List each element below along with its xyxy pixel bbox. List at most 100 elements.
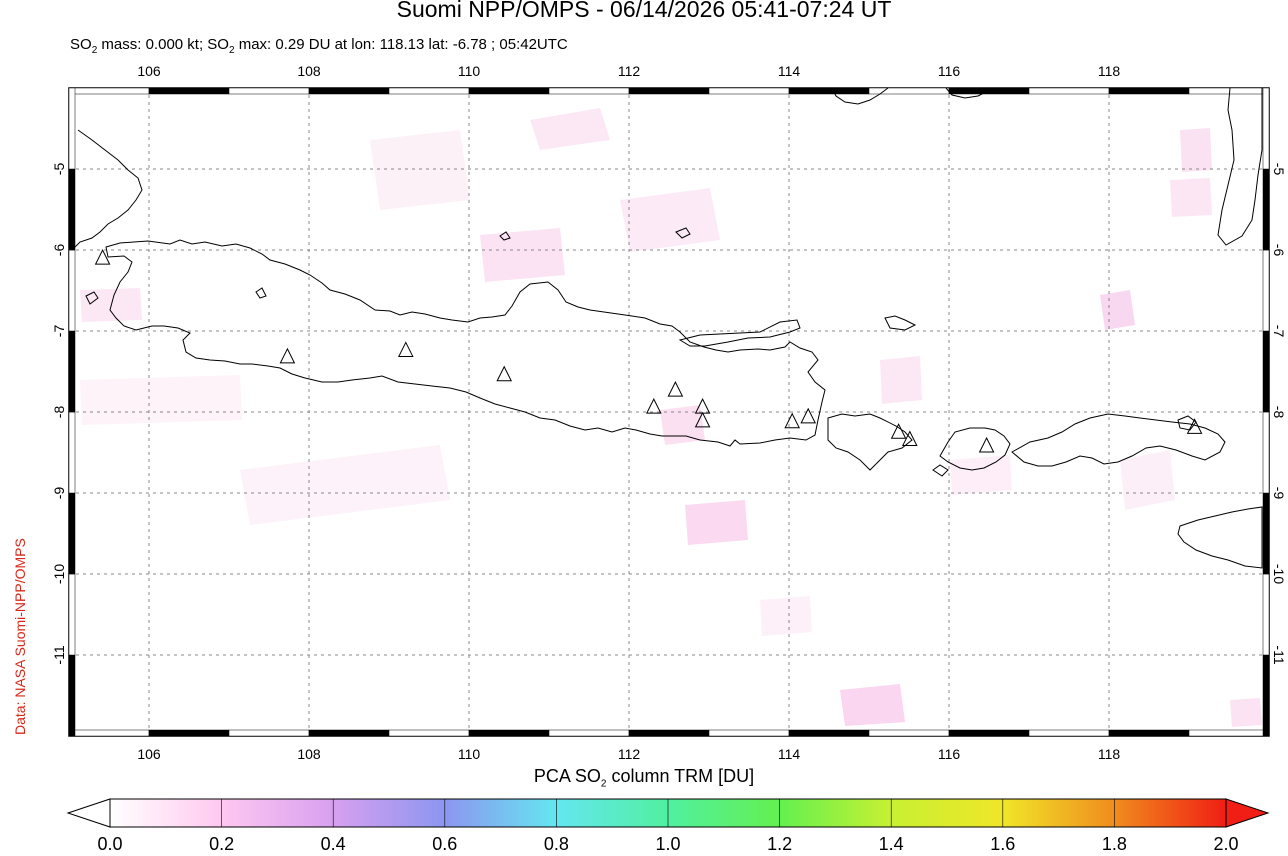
colorbar-tick-label: 2.0 <box>1213 834 1239 854</box>
island-kangean <box>884 315 917 331</box>
volcano-layer <box>94 248 1203 453</box>
longitude-label: 112 <box>618 63 641 79</box>
latitude-label-right: -11 <box>1271 645 1287 664</box>
longitude-label: 108 <box>297 746 321 760</box>
frame-bar-segment <box>68 249 76 332</box>
latitude-label-left: -8 <box>51 406 67 419</box>
so2-pixel <box>530 108 610 150</box>
borneo-coastline <box>831 87 889 105</box>
so2-pixel <box>840 684 905 726</box>
island-small-sw <box>85 291 99 305</box>
frame-bar-segment <box>468 729 550 737</box>
java-coastline <box>105 239 826 447</box>
so2-pixel <box>240 445 450 525</box>
frame-bar-segment <box>68 330 76 413</box>
latitude-label-right: -8 <box>1271 406 1287 419</box>
volcano-marker <box>890 423 907 439</box>
frame-bar-segment <box>788 729 870 737</box>
frame-bar-segment <box>1262 168 1270 251</box>
colorbar-tick-label: 1.8 <box>1101 834 1127 854</box>
longitude-label: 112 <box>618 746 641 760</box>
volcano-marker <box>667 381 684 397</box>
volcano-marker <box>94 248 111 265</box>
frame-bar-segment <box>468 87 550 95</box>
colorbar-title: PCA SO2 column TRM [DU] <box>0 766 1288 790</box>
longitude-label: 118 <box>1098 63 1121 79</box>
latitude-label-left: -7 <box>51 325 67 338</box>
longitude-label: 116 <box>938 63 961 79</box>
volcano-marker <box>901 430 918 447</box>
frame-bar-segment <box>948 729 1030 737</box>
frame-bar-segment <box>1262 654 1270 737</box>
map-subtitle: SO2 mass: 0.000 kt; SO2 max: 0.29 DU at … <box>70 36 568 56</box>
so2-pixel <box>685 500 748 545</box>
volcano-marker <box>800 407 817 424</box>
frame-bar-segment <box>1262 573 1270 656</box>
frame-bar-segment <box>628 729 710 737</box>
sumatra-coastline <box>71 129 143 251</box>
graticule <box>69 88 1269 736</box>
so2-pixel <box>480 228 565 282</box>
frame-bar-segment <box>548 729 630 737</box>
map-title: Suomi NPP/OMPS - 06/14/2026 05:41-07:24 … <box>396 0 892 22</box>
volcano-marker <box>279 347 296 364</box>
subtitle-rest: max: 0.29 DU at lon: 118.13 lat: -6.78 ;… <box>234 36 568 53</box>
volcano-marker <box>694 411 711 428</box>
colorbar-title-prefix: PCA SO <box>533 766 601 786</box>
frame-bar-segment <box>1262 330 1270 413</box>
so2-pixel <box>620 188 720 252</box>
colorbar-tick-label: 0.0 <box>97 834 123 854</box>
island-karimun <box>499 231 511 241</box>
frame-bar-segment <box>1262 492 1270 575</box>
colorbar-tick-label: 1.0 <box>655 834 681 854</box>
latitude-label-right: -9 <box>1271 487 1287 500</box>
island-nusa-penida <box>932 464 949 477</box>
frame-bar-segment <box>1028 87 1110 95</box>
colorbar-tick-label: 1.2 <box>767 834 793 854</box>
frame-bar-segment <box>68 87 76 170</box>
frame-bar-segment <box>1188 87 1270 95</box>
colorbar-tick-label: 0.6 <box>432 834 458 854</box>
frame-bar-segment <box>1108 729 1190 737</box>
colorbar-min-arrow <box>66 798 111 828</box>
subtitle-mid: mass: 0.000 kt; SO <box>97 36 229 53</box>
longitude-label: 110 <box>458 746 481 760</box>
so2-pixel <box>950 455 1012 495</box>
longitude-label: 114 <box>778 63 801 79</box>
frame-bar-segment <box>868 729 950 737</box>
volcano-marker <box>784 412 801 429</box>
frame-bar-segment <box>68 654 76 737</box>
latitude-label-right: -5 <box>1271 163 1287 176</box>
island-small-mid <box>255 287 267 299</box>
island-sulawesi-south <box>1177 415 1197 431</box>
subtitle-prefix: SO <box>70 36 92 53</box>
longitude-labels: 106 106 108 108 110 110 112 112 114 114 116 116 118 1… <box>137 63 1120 760</box>
longitude-label: 106 <box>137 746 161 760</box>
frame-bar-segment <box>1108 87 1190 95</box>
colorbar-tick-label: 1.6 <box>990 834 1016 854</box>
latitude-label-right: -7 <box>1271 325 1287 338</box>
frame-bar-segment <box>308 729 390 737</box>
sumba-coastline <box>1177 506 1263 569</box>
latitude-label-right: -10 <box>1271 564 1287 584</box>
so2-pixel <box>1120 450 1175 510</box>
longitude-label: 118 <box>1098 746 1121 760</box>
subtitle-subscript: 2 <box>91 45 98 56</box>
colorbar-title-subscript: 2 <box>600 778 607 790</box>
colorbar-tick-label: 0.2 <box>209 834 235 854</box>
frame-bars <box>68 87 1270 737</box>
frame-bar-segment <box>68 87 150 95</box>
volcano-marker <box>1186 418 1203 434</box>
longitude-label: 114 <box>778 746 801 760</box>
frame-bar-segment <box>68 729 150 737</box>
borneo-coastline-east <box>945 87 991 99</box>
lombok-coastline <box>939 427 1011 471</box>
island-bawean <box>675 227 691 239</box>
frame-bar-segment <box>708 729 790 737</box>
frame-bar-segment <box>628 87 710 95</box>
longitude-label: 108 <box>297 63 321 79</box>
colorbar-tickmarks <box>109 799 1227 827</box>
so2-pixel <box>80 375 242 425</box>
latitude-label-right: -6 <box>1271 244 1287 257</box>
madura-coastline <box>678 319 801 347</box>
